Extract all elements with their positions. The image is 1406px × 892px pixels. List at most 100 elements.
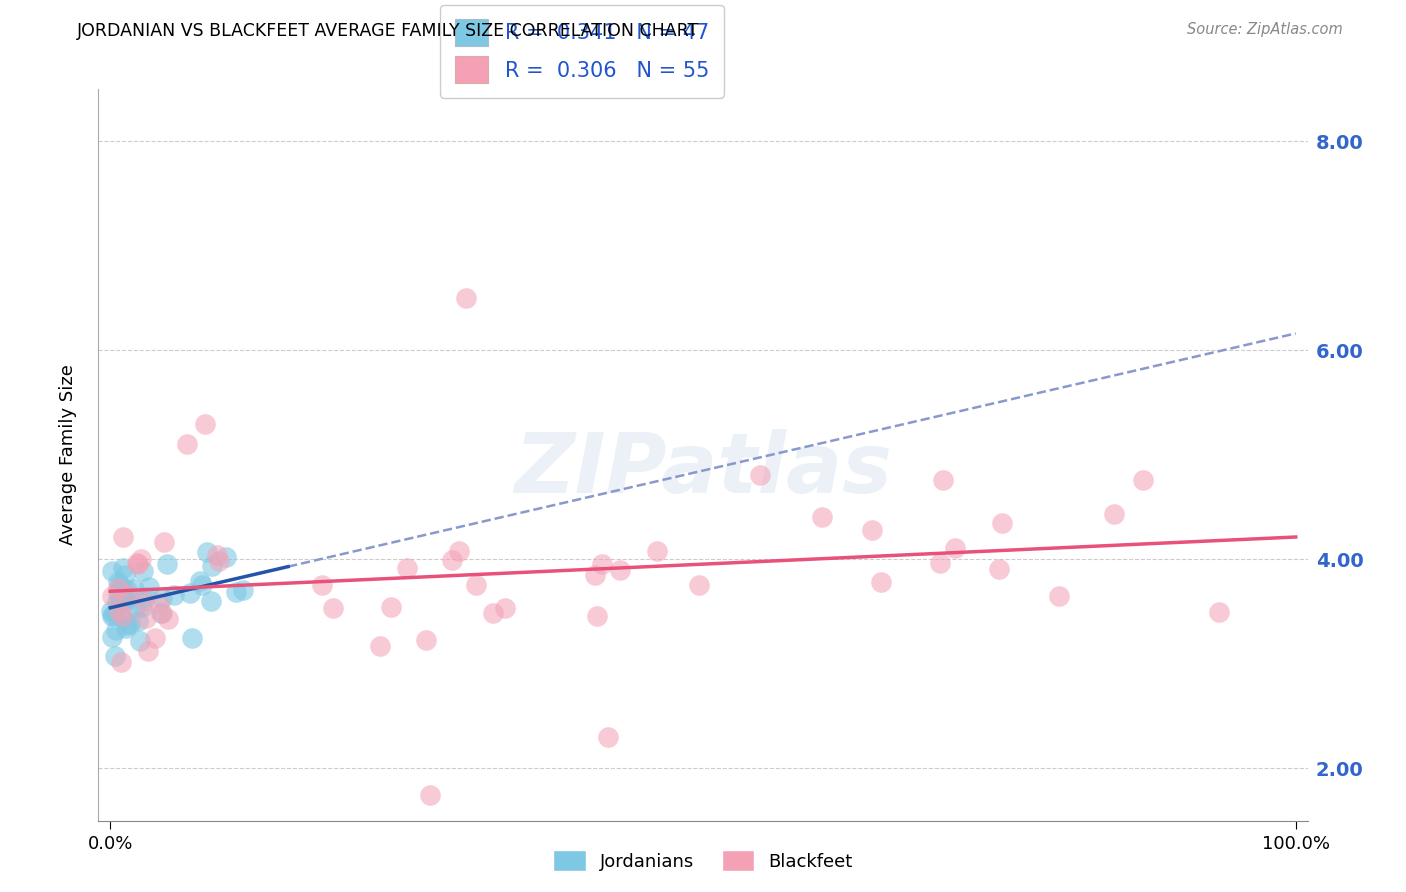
- Point: [929, 556, 952, 570]
- Point: [150, 606, 173, 620]
- Text: ZIPatlas: ZIPatlas: [515, 429, 891, 510]
- Point: [111, 561, 134, 575]
- Point: [110, 591, 132, 605]
- Point: [108, 578, 131, 592]
- Point: [150, 606, 173, 620]
- Point: [114, 595, 136, 609]
- Point: [131, 564, 153, 578]
- Point: [114, 592, 136, 607]
- Point: [195, 544, 218, 558]
- Point: [115, 583, 138, 598]
- Point: [100, 604, 122, 618]
- Point: [107, 582, 129, 596]
- Point: [201, 558, 224, 573]
- Point: [128, 634, 150, 648]
- Point: [110, 582, 132, 597]
- Point: [1104, 507, 1126, 521]
- Point: [107, 586, 129, 600]
- Point: [101, 608, 124, 623]
- Point: [156, 557, 179, 571]
- Point: [945, 541, 967, 555]
- Point: [194, 417, 217, 431]
- Point: [143, 631, 166, 645]
- Point: [101, 565, 124, 579]
- Point: [1208, 605, 1230, 619]
- Point: [810, 510, 832, 524]
- Point: [232, 583, 254, 598]
- Point: [440, 553, 463, 567]
- Point: [132, 594, 155, 608]
- Point: [118, 616, 141, 631]
- Point: [114, 567, 136, 582]
- Point: [609, 563, 631, 577]
- Point: [136, 644, 159, 658]
- Point: [148, 596, 170, 610]
- Point: [176, 437, 198, 451]
- Point: [988, 562, 1011, 576]
- Point: [1132, 473, 1154, 487]
- Legend: Jordanians, Blackfeet: Jordanians, Blackfeet: [546, 843, 860, 879]
- Point: [112, 591, 135, 606]
- Legend: R =  0.341   N = 47, R =  0.306   N = 55: R = 0.341 N = 47, R = 0.306 N = 55: [440, 4, 724, 97]
- Point: [122, 582, 145, 596]
- Point: [127, 614, 149, 628]
- Point: [188, 574, 211, 588]
- Point: [104, 649, 127, 664]
- Point: [112, 611, 135, 625]
- Point: [208, 554, 231, 568]
- Point: [688, 578, 710, 592]
- Point: [112, 609, 135, 624]
- Point: [494, 600, 516, 615]
- Point: [645, 543, 668, 558]
- Point: [214, 550, 236, 565]
- Point: [598, 730, 620, 744]
- Point: [311, 577, 333, 591]
- Point: [869, 575, 891, 590]
- Point: [447, 544, 470, 558]
- Point: [931, 473, 953, 487]
- Point: [100, 631, 122, 645]
- Point: [415, 632, 437, 647]
- Point: [115, 621, 138, 635]
- Point: [748, 467, 770, 482]
- Point: [370, 639, 392, 653]
- Point: [200, 593, 222, 607]
- Y-axis label: Average Family Size: Average Family Size: [59, 365, 77, 545]
- Point: [112, 585, 135, 599]
- Point: [108, 604, 131, 618]
- Point: [163, 588, 186, 602]
- Point: [454, 291, 477, 305]
- Point: [101, 589, 124, 603]
- Point: [117, 588, 139, 602]
- Point: [127, 558, 149, 572]
- Point: [1047, 590, 1070, 604]
- Point: [104, 623, 127, 637]
- Point: [138, 581, 160, 595]
- Text: JORDANIAN VS BLACKFEET AVERAGE FAMILY SIZE CORRELATION CHART: JORDANIAN VS BLACKFEET AVERAGE FAMILY SI…: [77, 22, 700, 40]
- Point: [591, 557, 613, 571]
- Point: [482, 606, 505, 620]
- Point: [156, 612, 179, 626]
- Point: [150, 591, 173, 606]
- Point: [991, 516, 1014, 531]
- Point: [395, 561, 418, 575]
- Point: [110, 655, 132, 669]
- Point: [464, 578, 486, 592]
- Point: [190, 578, 212, 592]
- Point: [135, 611, 157, 625]
- Point: [862, 523, 884, 537]
- Point: [103, 608, 125, 623]
- Point: [127, 556, 149, 570]
- Point: [225, 585, 247, 599]
- Point: [124, 601, 146, 615]
- Point: [111, 530, 134, 544]
- Point: [179, 586, 201, 600]
- Point: [134, 590, 156, 604]
- Point: [205, 549, 228, 563]
- Point: [586, 609, 609, 624]
- Point: [129, 552, 152, 566]
- Point: [115, 618, 138, 632]
- Text: Source: ZipAtlas.com: Source: ZipAtlas.com: [1187, 22, 1343, 37]
- Point: [380, 600, 402, 615]
- Point: [419, 788, 441, 802]
